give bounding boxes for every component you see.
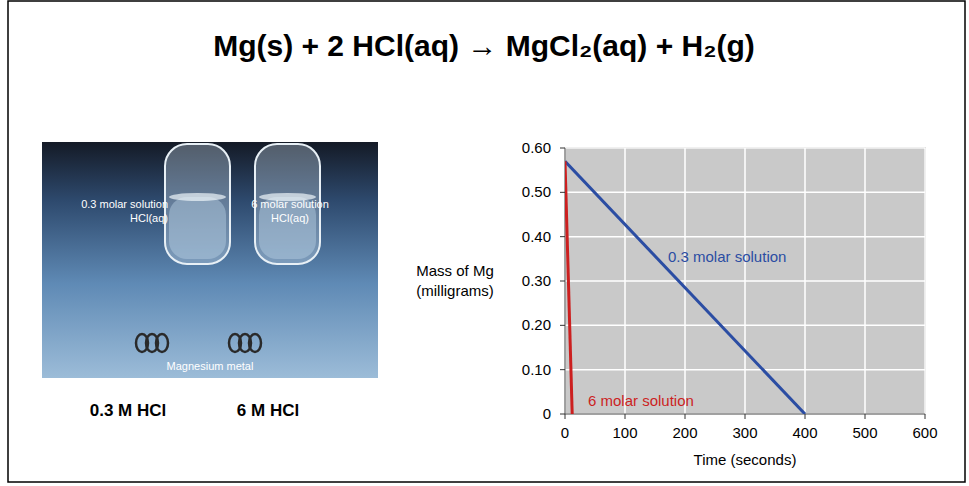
series-label: 0.3 molar solution [668, 248, 786, 265]
equation-title: Mg(s) + 2 HCl(aq) → MgCl₂(aq) + H₂(g) [213, 29, 755, 62]
coil-loop [156, 334, 168, 352]
y-axis-title-line: Mass of Mg [416, 262, 494, 279]
photo: 0.3 molar solution HCl(aq) 6 molar solutio… [42, 142, 378, 378]
x-tick-label: 0 [561, 424, 569, 441]
plot-background [565, 148, 925, 414]
y-tick [560, 192, 565, 193]
y-tick [560, 148, 565, 149]
metal-label: Magnesium metal [167, 360, 254, 372]
tube-label: HCl(aq) [271, 212, 309, 224]
figure: Mg(s) + 2 HCl(aq) → MgCl₂(aq) + H₂(g) 0.3… [0, 0, 969, 486]
x-tick [805, 414, 806, 419]
x-tick [685, 414, 686, 419]
photo-caption: 6 M HCl [237, 401, 299, 420]
grid-line-y [565, 192, 925, 194]
magnesium-coil [136, 334, 168, 352]
test-tube [165, 144, 230, 264]
grid-line-y [565, 147, 925, 149]
y-tick [560, 281, 565, 282]
coil-loop [249, 334, 261, 352]
y-tick [560, 369, 565, 370]
y-tick-label: 0.60 [522, 139, 551, 156]
y-tick [560, 414, 565, 415]
tube-label: HCl(aq) [130, 212, 168, 224]
x-tick-label: 200 [672, 424, 697, 441]
y-tick [560, 325, 565, 326]
y-tick [560, 236, 565, 237]
x-tick [925, 414, 926, 419]
y-tick-label: 0.40 [522, 228, 551, 245]
x-tick-label: 600 [912, 424, 937, 441]
x-tick [565, 414, 566, 419]
series-group [565, 161, 805, 414]
x-tick-label: 500 [852, 424, 877, 441]
x-tick [625, 414, 626, 419]
y-axis-title: Mass of Mg (milligrams) [416, 262, 494, 299]
y-tick-label: 0.10 [522, 361, 551, 378]
figure-frame [8, 1, 965, 482]
x-tick [865, 414, 866, 419]
tube-glass [165, 144, 230, 264]
grid-line-y [565, 236, 925, 238]
tube-label: 0.3 molar solution [81, 198, 168, 210]
magnesium-coil [229, 334, 261, 352]
series-label: 6 molar solution [588, 392, 694, 409]
x-axis-title: Time (seconds) [694, 451, 797, 468]
y-tick-label: 0 [543, 405, 551, 422]
grid-line-y [565, 369, 925, 371]
tube-liquid [169, 197, 226, 259]
grid-line-y [565, 280, 925, 282]
y-tick-label: 0.30 [522, 272, 551, 289]
chart: 0 100 200 300 400 500 600 0 0.10 0.20 0.30 0.40 0.50… [416, 139, 937, 468]
series-line [565, 161, 572, 414]
tube-label: 6 molar solution [251, 198, 329, 210]
x-tick-label: 300 [732, 424, 757, 441]
x-tick [745, 414, 746, 419]
photo-caption: 0.3 M HCl [90, 401, 167, 420]
y-tick-label: 0.20 [522, 316, 551, 333]
liquid-surface [169, 193, 226, 201]
x-tick-label: 400 [792, 424, 817, 441]
photo-background [42, 142, 378, 378]
grid-line-y [565, 325, 925, 327]
series-line [565, 161, 805, 414]
y-tick-label: 0.50 [522, 183, 551, 200]
x-tick-label: 100 [612, 424, 637, 441]
y-axis-title-line: (milligrams) [416, 282, 494, 299]
